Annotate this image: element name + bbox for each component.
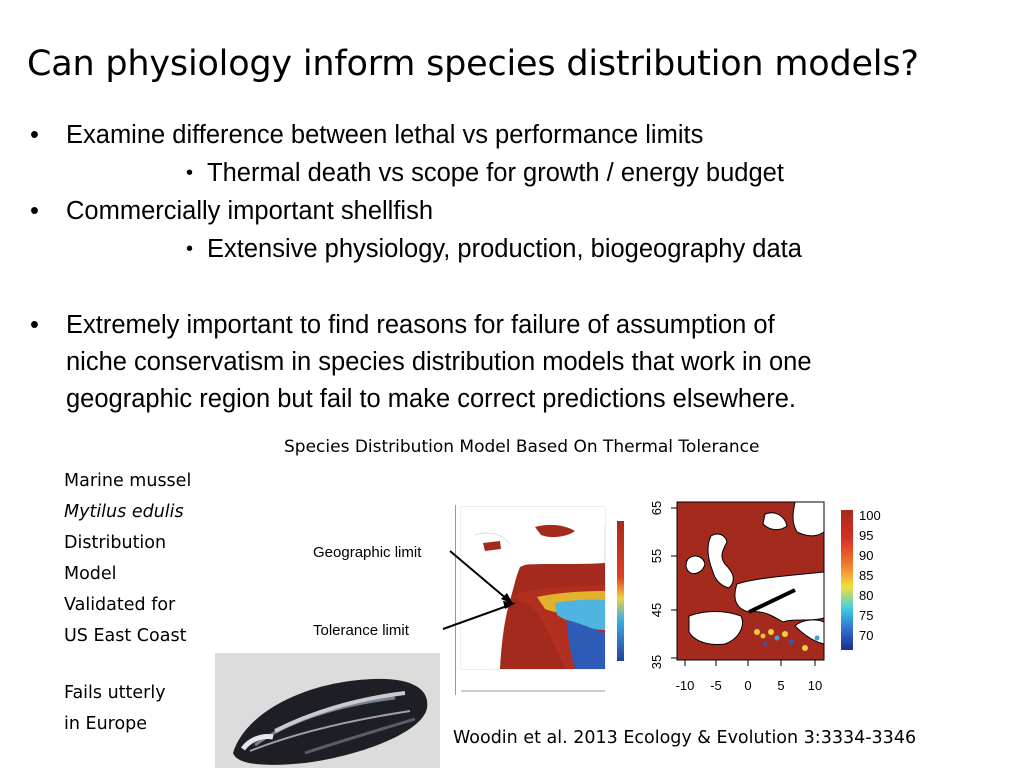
side-text-conclusion: Fails utterly in Europe	[64, 678, 166, 740]
mussel-photo	[215, 653, 440, 768]
species-name: Mytilus edulis	[64, 502, 184, 522]
side-line: Fails utterly	[64, 683, 166, 703]
side-line: Distribution	[64, 533, 167, 553]
sub-bullet-marker: •	[186, 162, 194, 184]
europe-distribution-map: 65 55 45 35 -10 -5 0 5 10 100	[649, 501, 881, 693]
geographic-limit-label: Geographic limit	[313, 544, 422, 561]
tolerance-limit-arrow	[442, 604, 511, 630]
y-tick: 65	[649, 501, 664, 515]
x-tick: -5	[710, 678, 722, 693]
citation: Woodin et al. 2013 Ecology & Evolution 3…	[453, 728, 917, 748]
x-tick: -10	[676, 678, 695, 693]
bullet-marker: •	[30, 121, 39, 149]
y-tick: 45	[649, 603, 664, 617]
bullet-marker: •	[30, 311, 39, 339]
x-tick: 0	[744, 678, 751, 693]
legend-tick: 75	[859, 608, 873, 623]
tolerance-limit-label: Tolerance limit	[313, 622, 410, 639]
legend-tick: 95	[859, 528, 873, 543]
x-tick: 5	[777, 678, 784, 693]
legend-tick: 100	[859, 508, 881, 523]
bullet-3-line-3: geographic region but fail to make corre…	[66, 385, 796, 413]
color-legend	[841, 510, 853, 650]
side-text: Marine mussel Mytilus edulis Distributio…	[64, 466, 191, 652]
side-line: Validated for	[64, 595, 176, 615]
geographic-limit-arrow	[449, 550, 509, 601]
figure-caption: Species Distribution Model Based On Ther…	[284, 437, 760, 457]
bullet-1-sub: Thermal death vs scope for growth / ener…	[207, 159, 784, 187]
legend-tick: 90	[859, 548, 873, 563]
us-distribution-map: Geographic limit Tolerance limit	[313, 505, 624, 695]
side-line: Model	[64, 564, 117, 584]
sub-bullet-marker: •	[186, 238, 194, 260]
slide-title: Can physiology inform species distributi…	[27, 44, 919, 84]
bullet-1: Examine difference between lethal vs per…	[66, 121, 704, 149]
legend-tick: 80	[859, 588, 873, 603]
legend-tick: 85	[859, 568, 873, 583]
bullet-2: Commercially important shellfish	[66, 197, 434, 225]
legend-tick: 70	[859, 628, 873, 643]
y-tick: 55	[649, 549, 664, 563]
side-line: Marine mussel	[64, 471, 192, 491]
bullet-marker: •	[30, 197, 39, 225]
bullet-2-sub: Extensive physiology, production, biogeo…	[207, 235, 802, 263]
y-tick: 35	[649, 655, 664, 669]
side-line: in Europe	[64, 714, 148, 734]
x-tick: 10	[808, 678, 822, 693]
bullet-3-line-2: niche conservatism in species distributi…	[66, 348, 812, 376]
side-line: US East Coast	[64, 626, 187, 646]
bullet-3-line-1: Extremely important to find reasons for …	[66, 311, 775, 339]
